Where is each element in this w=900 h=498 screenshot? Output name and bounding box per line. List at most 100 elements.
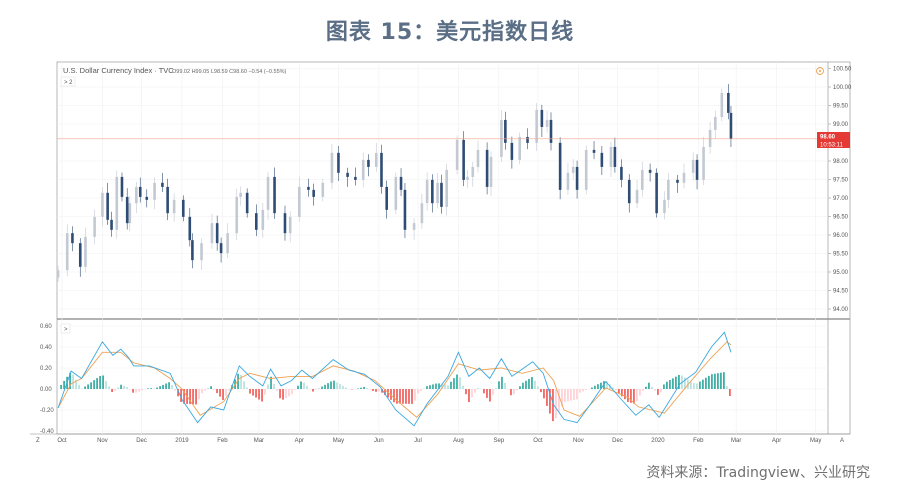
histogram-bar xyxy=(150,388,152,389)
symbol-name: U.S. Dollar Currency Index · TVC xyxy=(63,66,174,75)
candle-body xyxy=(312,189,315,197)
indicator-toggle-button[interactable] xyxy=(60,76,76,87)
time-tick-label: Feb xyxy=(217,438,228,444)
candle-body xyxy=(261,209,265,230)
price-tick-label: 100.50 xyxy=(833,67,852,73)
source-note: 资料来源：Tradingview、兴业研究 xyxy=(646,465,870,481)
histogram-bar xyxy=(243,381,245,389)
alert-clock-icon-dot xyxy=(819,70,821,72)
histogram-bar xyxy=(69,372,71,389)
candle-body xyxy=(663,199,666,214)
histogram-bar xyxy=(666,381,668,389)
alert-clock-icon[interactable] xyxy=(816,67,824,75)
histogram-bar xyxy=(474,389,476,393)
grid xyxy=(57,62,828,434)
histogram-bar xyxy=(60,384,62,389)
candle-body xyxy=(403,189,407,230)
histogram-bar xyxy=(672,378,674,389)
candle-body xyxy=(181,199,185,217)
ohlc-values: O99.02 H99.05 L98.59 C98.60 −0.54 (−0.55… xyxy=(172,69,287,75)
histogram-bar xyxy=(96,378,98,389)
histogram-bar xyxy=(567,389,569,402)
histogram-bar xyxy=(405,389,407,404)
histogram-bar xyxy=(669,380,671,389)
histogram-bar xyxy=(489,389,491,402)
candle-body xyxy=(166,186,169,214)
time-tick-label: Jun xyxy=(374,438,384,444)
candle-body xyxy=(714,116,717,130)
histogram-bar xyxy=(660,389,662,393)
time-tick-label: Apr xyxy=(772,438,781,444)
histogram-bar xyxy=(462,385,464,389)
candles xyxy=(56,84,733,282)
histogram-bar xyxy=(393,389,395,403)
histogram-bar xyxy=(585,389,587,391)
candle-body xyxy=(288,216,292,234)
histogram-bar xyxy=(297,385,299,389)
histogram-bar xyxy=(612,387,614,389)
histogram-bar xyxy=(312,389,314,392)
candle-body xyxy=(239,192,242,197)
price-tick-label: 97.00 xyxy=(833,196,849,202)
time-tick-label: Nov xyxy=(573,438,584,444)
macd-tick-label: 0.40 xyxy=(40,345,52,351)
histogram-bar xyxy=(444,384,446,389)
histogram-bar xyxy=(594,385,596,389)
candle-body xyxy=(394,176,398,210)
histogram-bar xyxy=(360,387,362,389)
candle-body xyxy=(161,182,164,187)
auto-scale-button[interactable]: A xyxy=(840,438,844,444)
histogram-bar xyxy=(429,385,431,389)
timezone-button[interactable]: Z xyxy=(36,438,40,444)
histogram-bar xyxy=(699,381,701,389)
histogram-bar xyxy=(501,376,503,389)
candle-body xyxy=(549,119,553,143)
histogram-bar xyxy=(459,377,461,389)
histogram-bar xyxy=(303,382,305,389)
histogram-bar xyxy=(270,376,272,389)
histogram-bar xyxy=(540,389,542,393)
histogram-bar xyxy=(435,383,437,389)
histogram-bar xyxy=(714,373,716,389)
histogram-bar xyxy=(156,387,158,389)
histogram-bar xyxy=(117,387,119,389)
histogram-bar xyxy=(636,389,638,402)
candle-body xyxy=(440,182,443,207)
histogram-bar xyxy=(450,381,452,389)
candle-body xyxy=(172,199,176,214)
histogram-bar xyxy=(315,389,317,390)
histogram-bar xyxy=(498,381,500,389)
price-axis[interactable]: 100.50 100.00 99.50 99.00 98.00 97.50 97.00 96.… xyxy=(828,67,852,314)
price-tick-label: 96.50 xyxy=(833,215,849,221)
histogram-bar xyxy=(684,377,686,389)
candle-body xyxy=(374,152,378,167)
histogram-bar xyxy=(198,389,200,400)
candle-body xyxy=(128,203,132,224)
histogram-bar xyxy=(417,389,419,394)
histogram-bar xyxy=(717,373,719,389)
histogram-bar xyxy=(120,384,122,389)
macd-tick-label: 0.60 xyxy=(40,324,52,330)
histogram-bar xyxy=(372,389,374,391)
candle-body xyxy=(425,179,429,204)
macd-axis[interactable]: 0.60 0.40 0.20 0.00 -0.20 -0.40 xyxy=(40,324,54,435)
histogram-bar xyxy=(552,389,554,422)
histogram-bar xyxy=(633,389,635,404)
histogram-bar xyxy=(330,381,332,389)
histogram-bar xyxy=(531,377,533,389)
candle-body xyxy=(702,146,705,180)
candle-body xyxy=(720,92,724,117)
histogram-bar xyxy=(543,389,545,399)
candle-body xyxy=(504,119,507,143)
macd-toggle-button[interactable] xyxy=(60,323,71,334)
time-tick-label: Apr xyxy=(295,438,304,444)
histogram-bar xyxy=(600,382,602,389)
histogram-bar xyxy=(252,389,254,396)
macd-tick-label: 0.00 xyxy=(40,387,52,393)
time-axis[interactable]: Oct Nov Dec 2019 Feb Mar Apr May Jun Jul Aug Sep Oct… xyxy=(57,438,821,444)
histogram-bar xyxy=(387,389,389,398)
candle-body xyxy=(535,109,538,143)
histogram-bar xyxy=(705,377,707,389)
histogram-bar xyxy=(477,388,479,389)
